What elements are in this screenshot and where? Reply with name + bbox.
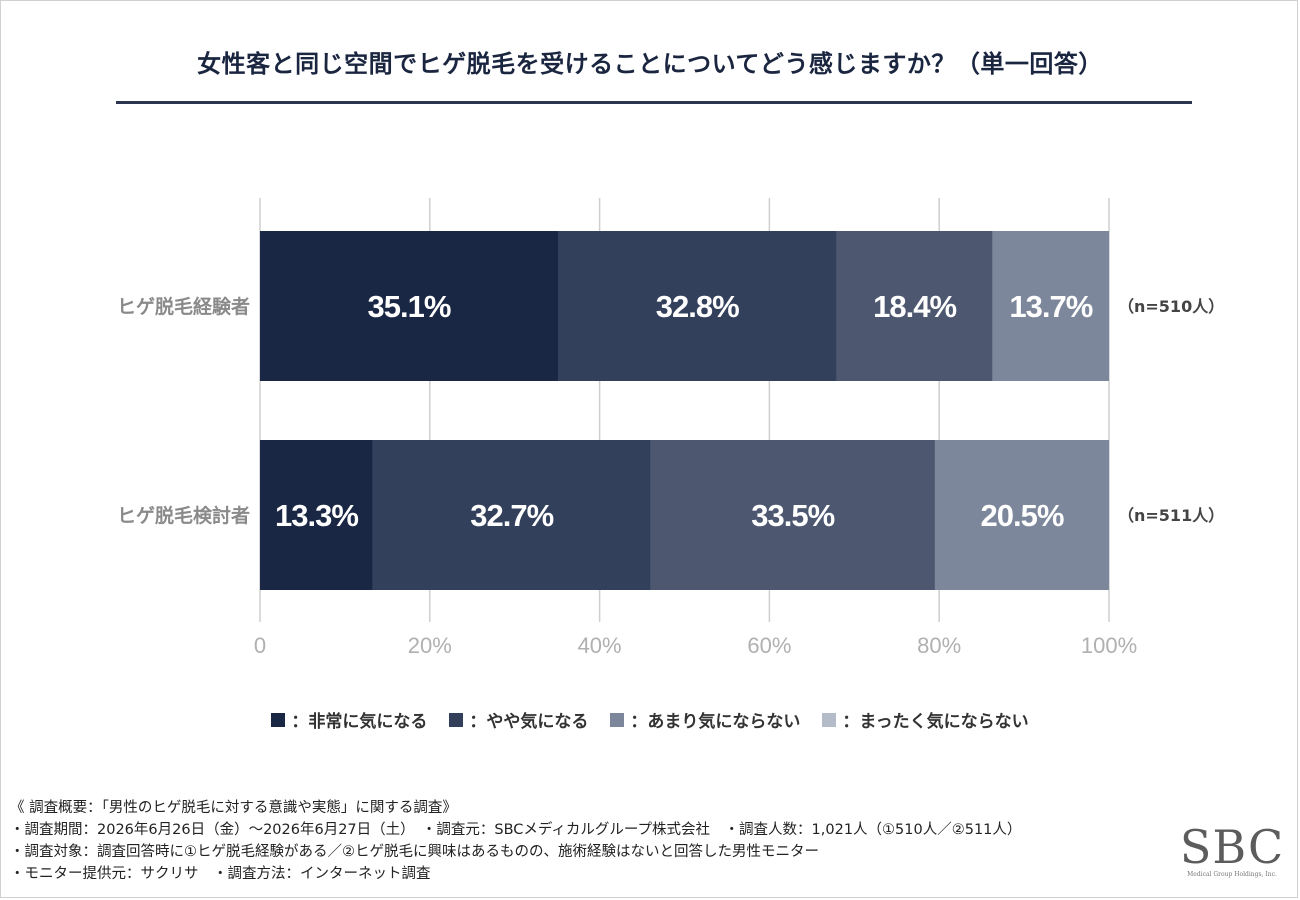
survey-period: ・調査期間：2026年6月26日（金）～2026年6月27日（土） ・調査元：S… [10,822,1022,838]
legend-item-very-concerned: ：非常に気になる [271,707,427,732]
survey-method: ・モニター提供元：サクリサ ・調査方法：インターネット調査 [10,866,431,882]
title-underline [116,101,1192,104]
bar-data-label: 18.4% [873,289,956,324]
bar-data-label: 20.5% [981,498,1064,533]
legend-label: ：あまり気にならない [630,712,801,732]
x-tick-label: 20% [408,633,452,658]
bar-segment [557,231,837,381]
bar-data-label: 33.5% [751,498,834,533]
stacked-bar-chart: 0 20% 40% 60% 80% 100% 35.1% 32.8% 18.4% 13.7% ヒゲ脱… [117,198,1224,658]
bar-segment [836,231,993,381]
logo-text: SBC [1179,820,1285,874]
bar-data-label: 32.8% [656,289,739,324]
category-label: ヒゲ脱毛経験者 [117,295,250,318]
x-tick-label: 100% [1081,633,1137,658]
category-label: ヒゲ脱毛検討者 [117,504,250,527]
bar-segment [650,440,935,590]
bar-data-label: 13.3% [275,498,358,533]
logo-subtext: Medical Group Holdings, Inc. [1187,871,1277,878]
bar-data-label: 13.7% [1009,289,1092,324]
x-tick-label: 60% [747,633,791,658]
bar-segment [992,231,1109,381]
x-tick-label: 80% [917,633,961,658]
bar-data-label: 35.1% [368,289,451,324]
legend-item-not-very-concerned: ：あまり気にならない [610,707,800,732]
legend-label: ：非常に気になる [291,712,428,732]
sbc-logo: SBC Medical Group Holdings, Inc. [1172,823,1292,878]
x-tick-label: 40% [578,633,622,658]
bar-segment [260,440,373,590]
bar-data-label: 32.7% [470,498,553,533]
chart-title: 女性客と同じ空間でヒゲ脱毛を受けることについてどう感じますか？（単一回答） [197,50,1103,78]
survey-target: ・調査対象：調査回答時に①ヒゲ脱毛経験がある／②ヒゲ脱毛に興味はあるものの、施術… [10,844,819,860]
bar-segment [260,231,558,381]
legend-label: ：やや気になる [469,712,589,732]
legend: ：非常に気になる ：やや気になる ：あまり気にならない ：まったく気にならない [0,707,1300,732]
bar-segment [934,440,1109,590]
legend-swatch [610,712,625,727]
legend-item-somewhat-concerned: ：やや気になる [449,707,588,732]
bar-segment [372,440,651,590]
survey-notes: 《 調査概要：「男性のヒゲ脱毛に対する意識や実態」に関する調査》 ・調査期間：2… [10,797,1021,885]
legend-label: ：まったく気にならない [842,712,1029,732]
legend-swatch [449,712,464,727]
x-tick-label: 0 [254,633,266,658]
survey-summary-heading: 《 調査概要：「男性のヒゲ脱毛に対する意識や実態」に関する調査》 [10,800,457,816]
sample-size-label: （n=510人） [1118,297,1224,316]
legend-item-not-concerned-at-all: ：まったく気にならない [822,707,1029,732]
legend-swatch [822,712,837,727]
sample-size-label: （n=511人） [1118,506,1224,525]
legend-swatch [271,712,286,727]
